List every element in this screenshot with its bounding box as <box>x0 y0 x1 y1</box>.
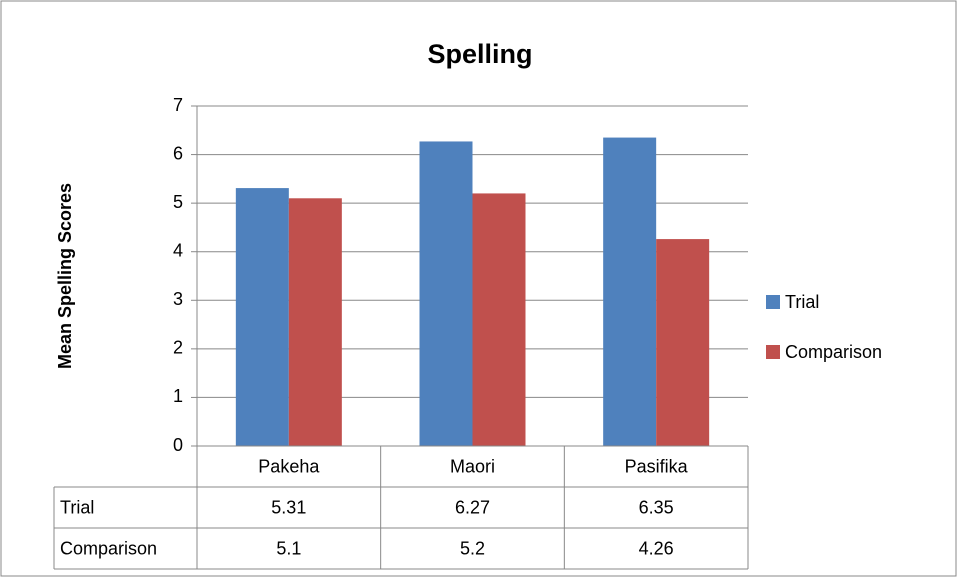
y-tick-label: 3 <box>173 289 183 309</box>
bar <box>235 188 289 447</box>
legend-swatch <box>766 295 780 309</box>
bar <box>472 193 526 446</box>
bar <box>603 137 657 447</box>
table-cell: 6.27 <box>455 497 490 517</box>
bar <box>288 198 342 446</box>
y-tick-label: 6 <box>173 143 183 163</box>
bar <box>656 239 710 446</box>
y-tick-label: 4 <box>173 240 183 260</box>
table-cell: 5.31 <box>271 497 306 517</box>
table-row-label: Comparison <box>60 538 157 558</box>
x-tick-label: Pasifika <box>625 456 689 476</box>
legend-label: Comparison <box>785 342 882 362</box>
legend-swatch <box>766 345 780 359</box>
y-tick-label: 0 <box>173 435 183 455</box>
x-tick-label: Maori <box>450 456 495 476</box>
table-cell: 6.35 <box>639 497 674 517</box>
table-row-label: Trial <box>60 497 94 517</box>
chart-title: Spelling <box>427 39 532 69</box>
y-tick-label: 1 <box>173 386 183 406</box>
bar <box>419 141 473 446</box>
y-tick-label: 7 <box>173 95 183 115</box>
y-axis-label: Mean Spelling Scores <box>55 183 75 369</box>
table-cell: 5.2 <box>460 538 485 558</box>
legend-label: Trial <box>785 292 819 312</box>
x-tick-label: Pakeha <box>258 456 320 476</box>
y-tick-label: 2 <box>173 338 183 358</box>
table-cell: 5.1 <box>276 538 301 558</box>
table-cell: 4.26 <box>639 538 674 558</box>
y-tick-label: 5 <box>173 192 183 212</box>
